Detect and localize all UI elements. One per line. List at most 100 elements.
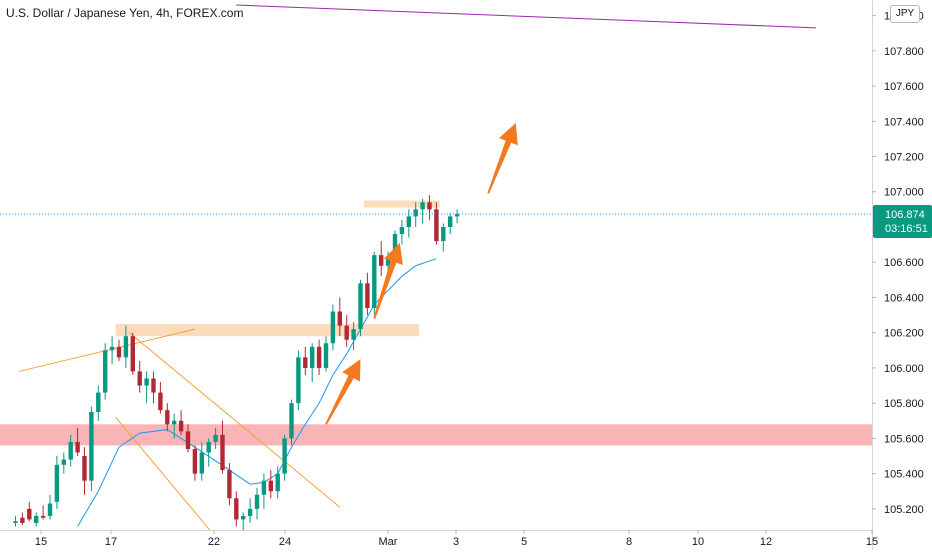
candle-body-1 <box>20 517 25 523</box>
candle-1 <box>20 512 25 525</box>
candle-11 <box>89 406 94 492</box>
currency-badge[interactable]: JPY <box>890 5 920 23</box>
candle-45 <box>323 336 329 372</box>
candle-38 <box>275 466 280 499</box>
price-tick-label-6: 106.400 <box>884 292 924 304</box>
candle-body-24 <box>178 420 184 432</box>
candle-body-44 <box>316 346 322 368</box>
candle-5 <box>47 494 53 520</box>
candle-4 <box>40 505 46 520</box>
price-tick-label-1: 105.400 <box>884 469 924 481</box>
candle-body-22 <box>165 410 170 425</box>
price-tick-label-0: 105.200 <box>884 504 924 516</box>
candle-13 <box>103 343 108 400</box>
candle-body-51 <box>365 283 370 309</box>
price-tick-label-7: 106.600 <box>884 257 924 269</box>
candle-20 <box>151 371 156 404</box>
time-tick-label-1: 17 <box>105 536 117 548</box>
candle-body-64 <box>454 213 460 217</box>
candle-body-20 <box>151 378 156 393</box>
candle-body-16 <box>123 336 129 358</box>
chart-title: U.S. Dollar / Japanese Yen, 4h, FOREX.co… <box>6 6 244 20</box>
candle-body-32 <box>234 498 239 520</box>
candle-59 <box>420 198 425 224</box>
candle-46 <box>330 304 336 351</box>
price-tick-label-5: 106.200 <box>884 328 924 340</box>
candle-body-13 <box>103 350 108 393</box>
candle-51 <box>365 272 370 316</box>
candle-body-49 <box>351 329 356 340</box>
candle-43 <box>310 343 315 383</box>
candle-42 <box>303 346 308 375</box>
time-tick-label-7: 8 <box>626 536 632 548</box>
candle-body-40 <box>289 403 294 439</box>
candle-body-14 <box>109 346 115 351</box>
candle-47 <box>337 297 342 337</box>
candle-25 <box>185 424 191 453</box>
candle-body-60 <box>427 202 432 210</box>
time-tick-label-2: 22 <box>208 536 220 548</box>
candle-body-54 <box>385 258 391 266</box>
time-tick-label-6: 5 <box>521 536 527 548</box>
price-tick-label-3: 105.800 <box>884 398 924 410</box>
candles-layer <box>13 195 460 530</box>
price-tick-label-10: 107.200 <box>884 152 924 164</box>
time-tick-label-9: 12 <box>760 536 772 548</box>
candle-28 <box>206 438 211 467</box>
candle-body-17 <box>130 336 135 372</box>
candle-body-29 <box>213 434 218 442</box>
price-tick-label-4: 106.000 <box>884 363 924 375</box>
last-price-value: 106.874 <box>885 209 925 221</box>
candle-60 <box>427 195 432 220</box>
up-arrow-0 <box>325 359 361 425</box>
candle-61 <box>434 202 439 245</box>
candle-23 <box>172 413 177 439</box>
candle-40 <box>289 399 294 446</box>
candle-body-61 <box>434 209 439 242</box>
trend-line-1 <box>129 332 341 508</box>
time-tick-label-10: 15 <box>866 536 878 548</box>
candle-body-36 <box>261 480 267 495</box>
candle-36 <box>261 473 267 509</box>
candle-body-33 <box>241 515 246 520</box>
candle-body-59 <box>420 202 425 210</box>
candle-body-42 <box>303 357 308 368</box>
candle-52 <box>372 251 377 316</box>
last-price-tag <box>873 204 932 238</box>
candle-body-11 <box>89 411 94 481</box>
resistance-zone-0 <box>115 323 420 337</box>
candle-body-8 <box>68 441 73 460</box>
candle-9 <box>75 427 80 457</box>
candle-body-35 <box>254 494 260 509</box>
price-tick-label-11: 107.400 <box>884 116 924 128</box>
candle-22 <box>165 403 170 432</box>
candle-30 <box>220 420 225 474</box>
candle-31 <box>227 463 232 506</box>
candle-body-6 <box>54 464 60 502</box>
candle-19 <box>144 371 149 404</box>
candle-body-4 <box>40 515 46 518</box>
candle-body-3 <box>34 515 39 523</box>
candle-body-7 <box>61 459 66 465</box>
candle-56 <box>399 219 405 245</box>
price-tick-label-13: 107.800 <box>884 46 924 58</box>
candle-15 <box>116 339 122 361</box>
candle-body-43 <box>310 346 315 368</box>
candle-50 <box>358 279 363 337</box>
candle-62 <box>441 223 446 252</box>
candle-body-45 <box>323 343 329 368</box>
candle-body-37 <box>268 480 273 492</box>
candle-body-38 <box>275 473 280 492</box>
candle-body-26 <box>192 448 198 474</box>
time-tick-label-5: 3 <box>453 536 459 548</box>
candle-37 <box>268 470 273 499</box>
candle-35 <box>254 487 260 520</box>
up-arrow-1 <box>373 242 403 319</box>
candle-body-18 <box>137 371 142 386</box>
candle-body-48 <box>344 325 349 340</box>
candle-body-10 <box>82 456 87 481</box>
candle-body-0 <box>13 521 18 523</box>
candle-body-55 <box>392 234 398 259</box>
